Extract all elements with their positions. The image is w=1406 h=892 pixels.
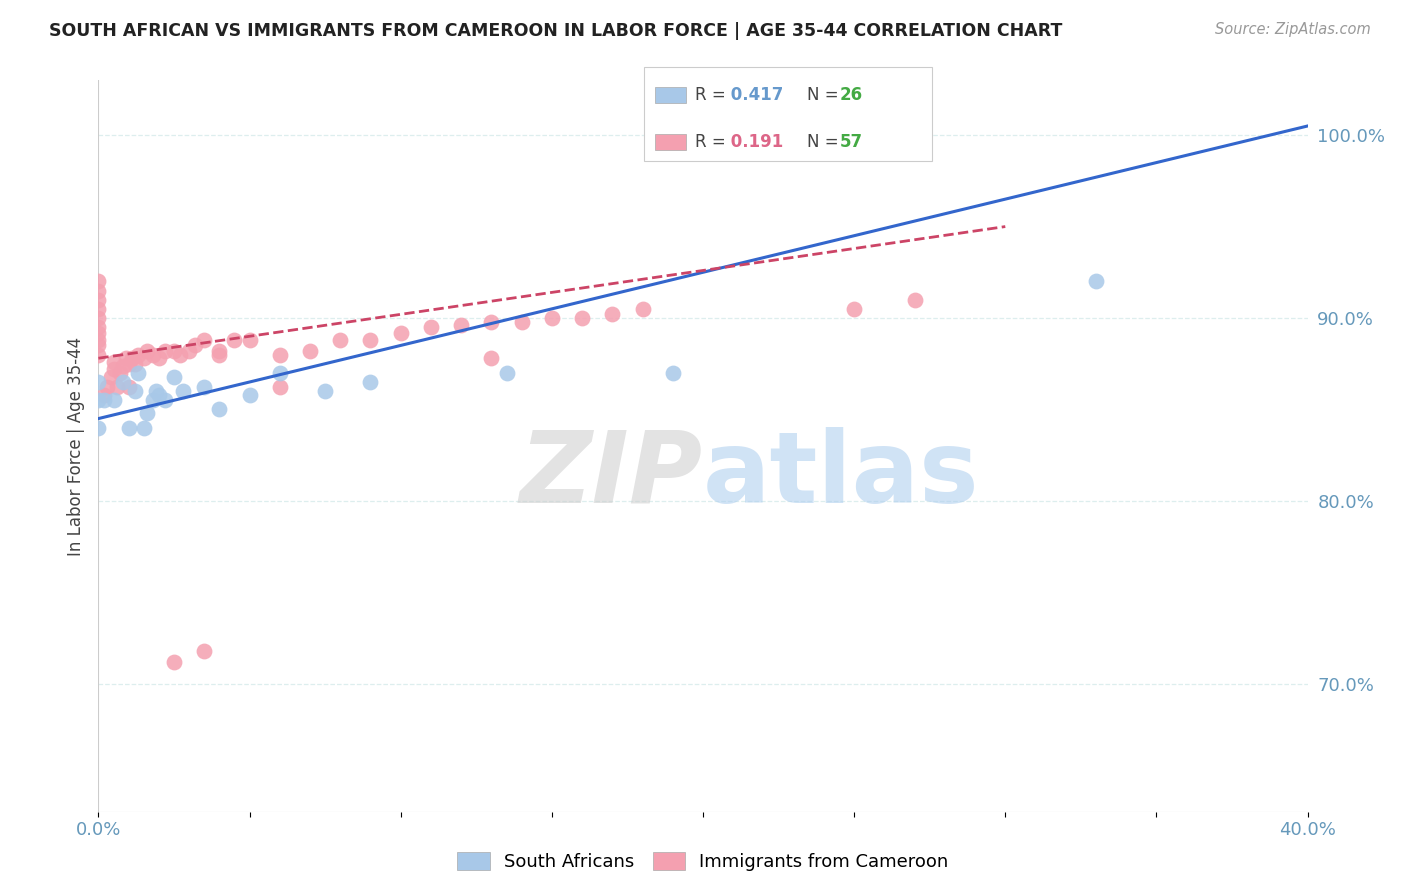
Point: [420, 320, 443, 334]
Point: [103, 393, 125, 408]
Point: [299, 343, 322, 358]
Text: 0.417: 0.417: [725, 86, 785, 103]
Point: [111, 375, 134, 389]
Point: [135, 343, 157, 358]
Point: [481, 351, 503, 366]
Point: [904, 293, 927, 307]
Legend: South Africans, Immigrants from Cameroon: South Africans, Immigrants from Cameroon: [450, 845, 956, 879]
Text: N =: N =: [786, 133, 844, 151]
Point: [153, 343, 176, 358]
Text: 0.191: 0.191: [725, 133, 783, 151]
Point: [661, 366, 683, 380]
Point: [127, 366, 149, 380]
Text: ZIP: ZIP: [520, 426, 703, 524]
Point: [510, 315, 533, 329]
Point: [93, 388, 115, 402]
Point: [87, 293, 110, 307]
Point: [224, 333, 246, 347]
Text: R =: R =: [695, 86, 731, 103]
Point: [87, 347, 110, 362]
Y-axis label: In Labor Force | Age 35-44: In Labor Force | Age 35-44: [66, 336, 84, 556]
Point: [87, 310, 110, 325]
Point: [269, 347, 291, 362]
Point: [87, 375, 110, 389]
Point: [87, 338, 110, 352]
Point: [135, 406, 157, 420]
Point: [329, 333, 352, 347]
Point: [87, 326, 110, 340]
Point: [103, 355, 125, 369]
Point: [103, 362, 125, 376]
Point: [148, 388, 170, 402]
Point: [208, 402, 231, 417]
Point: [184, 338, 207, 352]
Point: [540, 310, 562, 325]
Point: [132, 420, 155, 434]
Text: SOUTH AFRICAN VS IMMIGRANTS FROM CAMEROON IN LABOR FORCE | AGE 35-44 CORRELATION: SOUTH AFRICAN VS IMMIGRANTS FROM CAMEROO…: [49, 22, 1063, 40]
Point: [114, 351, 136, 366]
Point: [163, 369, 186, 384]
Point: [108, 366, 131, 380]
Point: [1085, 274, 1108, 288]
Point: [193, 380, 215, 394]
Point: [844, 301, 866, 316]
Point: [124, 357, 146, 371]
Point: [153, 393, 176, 408]
Point: [127, 347, 149, 362]
Point: [495, 366, 517, 380]
Point: [142, 347, 165, 362]
Point: [118, 380, 141, 394]
Text: 57: 57: [839, 133, 862, 151]
Point: [481, 315, 503, 329]
Point: [93, 393, 115, 408]
Point: [87, 333, 110, 347]
Point: [145, 384, 167, 399]
Point: [87, 393, 110, 408]
Point: [269, 366, 291, 380]
Point: [239, 388, 262, 402]
Point: [100, 369, 122, 384]
Point: [87, 284, 110, 298]
Point: [208, 343, 231, 358]
Point: [163, 655, 186, 669]
Point: [87, 274, 110, 288]
Text: Source: ZipAtlas.com: Source: ZipAtlas.com: [1215, 22, 1371, 37]
Point: [118, 420, 141, 434]
Point: [105, 380, 128, 394]
Point: [121, 351, 143, 366]
Point: [360, 375, 382, 389]
Point: [142, 393, 165, 408]
Text: 26: 26: [839, 86, 862, 103]
Point: [193, 644, 215, 658]
Point: [124, 384, 146, 399]
Point: [148, 351, 170, 366]
Point: [602, 307, 624, 321]
Point: [269, 380, 291, 394]
Point: [87, 301, 110, 316]
Point: [179, 343, 201, 358]
Point: [314, 384, 336, 399]
Text: R =: R =: [695, 133, 731, 151]
Point: [172, 384, 194, 399]
Point: [450, 318, 472, 333]
Point: [96, 380, 118, 394]
Point: [111, 359, 134, 373]
Point: [389, 326, 412, 340]
Point: [631, 301, 654, 316]
Point: [571, 310, 593, 325]
Point: [87, 420, 110, 434]
Text: N =: N =: [786, 86, 844, 103]
Point: [132, 351, 155, 366]
Point: [208, 347, 231, 362]
Point: [118, 357, 141, 371]
Point: [169, 347, 191, 362]
Point: [87, 320, 110, 334]
Point: [193, 333, 215, 347]
Point: [163, 343, 186, 358]
Text: atlas: atlas: [703, 426, 980, 524]
Point: [239, 333, 262, 347]
Point: [360, 333, 382, 347]
